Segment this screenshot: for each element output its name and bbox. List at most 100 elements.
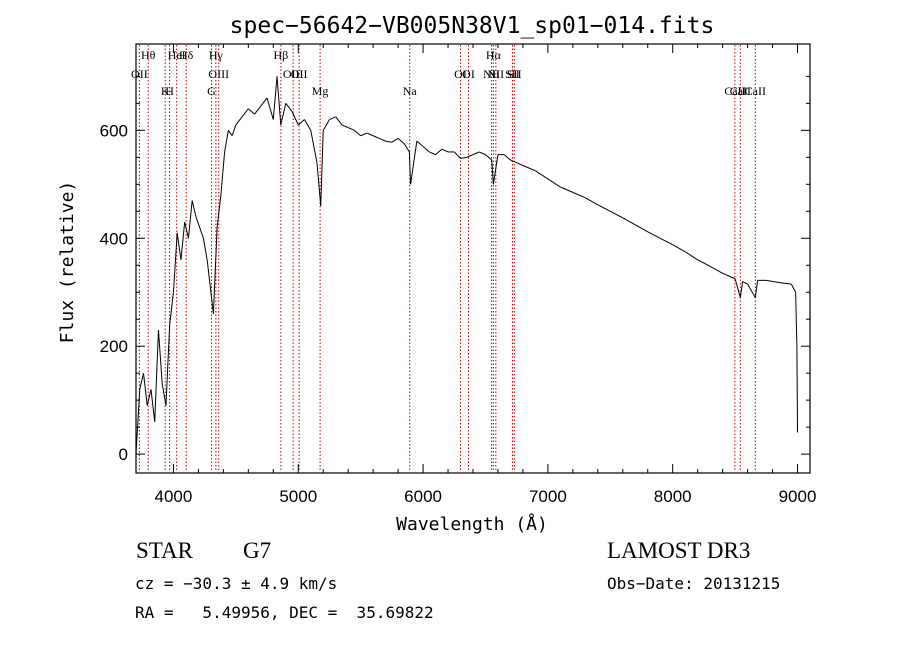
spectrum-segment	[372, 135, 380, 139]
spectrum-segment	[516, 162, 524, 166]
spectrum-segment	[157, 329, 163, 384]
spectrum-segment	[441, 148, 449, 153]
spectrum-segment	[435, 148, 443, 156]
spectrum-segment	[535, 170, 549, 180]
spectrum-segment	[422, 146, 430, 153]
spectrum-segment	[241, 108, 249, 118]
x-tick-label: 7000	[529, 487, 567, 506]
spectral-line-label: OI	[454, 67, 467, 81]
spectral-line-label: Na	[403, 84, 418, 98]
spectrum-segment	[385, 140, 392, 143]
spectrum-segment	[335, 116, 343, 126]
plot-frame	[135, 43, 811, 474]
spectral-line-label: OII	[131, 67, 148, 81]
spectrum-segment	[709, 265, 723, 274]
spectrum-segment	[734, 278, 741, 298]
x-tick-label: 6000	[404, 487, 442, 506]
spectral-line-label: K	[161, 84, 170, 98]
spectral-line-label: Hβ	[274, 48, 289, 62]
spectrum-segment	[347, 127, 355, 131]
spectrum-segment	[572, 191, 586, 199]
spectrum-segment	[210, 292, 214, 314]
spectrum-segment	[310, 130, 318, 163]
spectrum-segment	[276, 76, 282, 125]
spectrum-segment	[795, 292, 798, 347]
spectral-line-label: H	[165, 84, 174, 98]
spectral-line-label: Hδ	[179, 48, 194, 62]
spectrum-segment	[460, 156, 467, 159]
spectrum-series	[135, 76, 799, 455]
spectrum-segment	[291, 111, 299, 126]
spectrum-segment	[366, 132, 374, 137]
spectrum-segment	[796, 346, 799, 433]
object-subclass: G7	[243, 538, 272, 563]
spectral-line-label: HeI	[168, 48, 186, 62]
spectrum-segment	[547, 178, 561, 188]
spectral-line-label: OIII	[283, 67, 304, 81]
spectrum-segment	[597, 204, 611, 212]
spectrum-segment	[397, 138, 405, 145]
spectrum-segment	[142, 373, 148, 406]
spectrum-segment	[202, 238, 208, 260]
spectrum-segment	[266, 97, 274, 120]
spectral-line-label: NII	[488, 67, 505, 81]
y-tick-label: 200	[100, 337, 128, 356]
spectrum-segment	[272, 76, 278, 120]
x-axis-label: Wavelength (Å)	[396, 513, 548, 535]
spectral-line-label: Hγ	[209, 48, 224, 62]
spectral-line-label: NII	[483, 67, 500, 81]
y-axis-label: Flux (relative)	[57, 181, 78, 344]
spectral-line-label: CaII	[724, 84, 745, 98]
spectrum-segment	[235, 116, 243, 126]
spectral-line-label: OI	[462, 67, 475, 81]
x-tick-label: 5000	[279, 487, 317, 506]
spectral-line-label: G	[207, 84, 216, 98]
spectrum-segment	[684, 251, 698, 261]
spectrum-segment	[146, 389, 152, 406]
spectrum-segment	[254, 105, 262, 115]
spectrum-segment	[672, 244, 686, 253]
spectrum-segment	[199, 227, 204, 239]
spectrum-segment	[206, 259, 212, 293]
spectrum-segment	[528, 167, 536, 172]
spectrum-segment	[778, 282, 792, 285]
spectrum-segment	[416, 140, 424, 147]
spectrum-segment	[391, 138, 399, 143]
spectrum-segment	[231, 124, 237, 136]
spectrum-segment	[585, 197, 599, 206]
spectrum-segment	[187, 200, 193, 239]
spectrum-segment	[176, 232, 182, 260]
spectrum-segment	[220, 151, 226, 196]
spectrum-segment	[697, 259, 711, 267]
spectrum-segment	[739, 281, 744, 298]
spectrum-segment	[297, 119, 305, 126]
spectrum-segment	[510, 159, 517, 164]
spectrum-segment	[154, 329, 159, 422]
x-tick-label: 4000	[155, 487, 193, 506]
y-axis: 0 200 400 600	[100, 75, 810, 464]
spectral-line-label: OIII	[208, 67, 229, 81]
spectrum-segment	[503, 154, 511, 161]
spectrum-segment	[248, 108, 255, 115]
spectrum-segment	[224, 130, 229, 153]
spectrum-segment	[341, 124, 349, 129]
spectrum-segment	[635, 224, 648, 233]
y-tick-label: 0	[119, 445, 128, 464]
spectrum-segment	[722, 272, 736, 280]
spectral-line-label: SII	[507, 67, 522, 81]
x-tick-label: 9000	[779, 487, 817, 506]
spectrum-segment	[379, 137, 386, 142]
spectrum-segment	[466, 154, 474, 158]
spectrum-segment	[766, 279, 779, 284]
spectrum-segment	[329, 116, 336, 121]
spectrum-segment	[260, 97, 268, 107]
survey-name: LAMOST DR3	[607, 538, 751, 563]
object-class: STAR	[136, 538, 193, 563]
spectrum-segment	[408, 151, 412, 185]
spectrum-segment	[304, 119, 312, 131]
spectrum-segment	[790, 283, 797, 293]
spectrum-segment	[285, 103, 293, 112]
spectral-line-label: CaII	[745, 84, 766, 98]
redshift-value: cz = −30.3 ± 4.9 km/s	[135, 574, 338, 593]
